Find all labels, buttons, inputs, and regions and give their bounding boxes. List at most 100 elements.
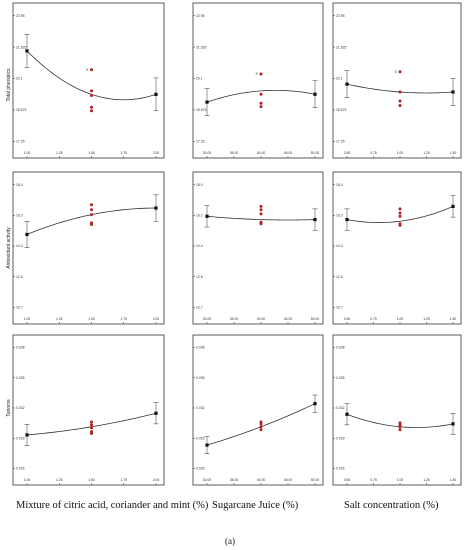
center-point: [259, 105, 263, 109]
plot-frame: [12, 334, 165, 486]
y-tick-label: 22.95: [16, 14, 25, 18]
y-tick-label: 22.95: [336, 14, 345, 18]
design-point: [313, 92, 317, 96]
x-tick-label: 40.00: [257, 151, 266, 155]
y-tick-label: 14.4: [336, 244, 343, 248]
x-tick-label: 30.00: [203, 151, 212, 155]
y-tick-label: 0.035: [196, 376, 205, 380]
y-tick-label: 14.4: [196, 244, 203, 248]
y-tick-label: 0.026: [16, 467, 25, 471]
y-tick-label: 0.035: [16, 376, 25, 380]
x-tick-label: 1.00: [397, 478, 404, 482]
x-tick-label: 0.50: [344, 317, 351, 321]
y-tick-label: 12.6: [336, 275, 343, 279]
x-title-sugarcane: Sugarcane Juice (%): [212, 500, 299, 511]
center-point: [90, 223, 93, 227]
design-point: [345, 412, 349, 416]
x-tick-label: 1.00: [397, 151, 404, 155]
center-point: [398, 104, 402, 107]
design-point: [451, 204, 455, 208]
x-tick-label: 35.00: [230, 478, 239, 482]
center-point: [90, 208, 93, 212]
design-point: [25, 232, 29, 237]
center-point: [90, 420, 93, 424]
y-tick-label: 14.4: [16, 244, 23, 248]
center-point: [90, 213, 93, 217]
center-point: [398, 99, 402, 103]
y-tick-label: 17.25: [16, 139, 25, 143]
y-tick-label: 12.6: [16, 275, 23, 279]
center-point: [398, 90, 402, 94]
plot-frame: [192, 334, 324, 486]
plot-frame: [12, 2, 165, 159]
x-tick-label: 50.00: [311, 151, 320, 155]
center-point: [90, 426, 93, 430]
x-tick-label: 1.00: [24, 478, 31, 482]
y-tick-label: 20.1: [16, 77, 23, 81]
y-tick-label: 16.2: [16, 214, 23, 218]
x-title-mixture: Mixture of citric acid, coriander and mi…: [16, 500, 209, 511]
center-point: [259, 92, 263, 96]
y-tick-label: 17.25: [336, 139, 345, 143]
center-point: [90, 89, 93, 93]
x-tick-label: 1.00: [24, 317, 31, 321]
figure-caption: (a): [225, 536, 235, 546]
x-tick-label: 35.00: [230, 317, 239, 321]
plot-panel-7: 30.00 35.00 40.00 45.00 50.00 0.026 0.029 0.032…: [192, 334, 324, 486]
x-tick-label: 1.25: [423, 151, 430, 155]
y-tick-label: 0.038: [196, 346, 205, 350]
plot-panel-6: 1.00 1.25 1.50 1.75 2.00 0.026 0.029 0.032 0.035…: [12, 334, 165, 486]
x-tick-label: 0.75: [370, 317, 377, 321]
plot-panel-4: 30.00 35.00 40.00 45.00 50.00 10.7 12.6 14.4 16.…: [192, 171, 324, 325]
center-point: [259, 101, 263, 105]
x-tick-label: 30.00: [203, 317, 212, 321]
plot-frame: [332, 171, 462, 325]
center-point: [259, 422, 263, 426]
x-tick-label: 45.00: [284, 478, 293, 482]
y-tick-label: 0.026: [336, 467, 345, 471]
plot-frame: [12, 171, 165, 325]
y-tick-label: 12.6: [196, 275, 203, 279]
design-point: [205, 100, 209, 104]
plot-frame: [332, 334, 462, 486]
x-tick-label: 40.00: [257, 478, 266, 482]
center-point: [90, 423, 93, 427]
y-tick-label: 20.1: [196, 77, 203, 81]
center-point: [259, 204, 263, 208]
center-point: [398, 428, 402, 432]
design-point: [25, 49, 29, 53]
x-tick-label: 1.50: [450, 151, 457, 155]
y-tick-label: 0.032: [16, 406, 25, 410]
center-count-label: 5: [395, 70, 397, 74]
center-count-label: 5: [86, 68, 88, 72]
x-tick-label: 1.50: [88, 478, 95, 482]
y-tick-label: 0.029: [196, 436, 205, 440]
design-point: [154, 411, 158, 415]
y-tick-label: 21.525: [196, 45, 206, 49]
y-tick-label: 10.7: [16, 306, 23, 310]
x-tick-label: 1.75: [120, 317, 127, 321]
x-tick-label: 0.50: [344, 151, 351, 155]
x-tick-label: 35.00: [230, 151, 239, 155]
center-count-label: 5: [256, 72, 258, 76]
y-tick-label: 20.1: [336, 77, 343, 81]
x-tick-label: 1.50: [88, 317, 95, 321]
center-point: [398, 425, 402, 429]
y-tick-label: 0.038: [16, 346, 25, 350]
design-point: [205, 443, 209, 447]
design-point: [345, 218, 349, 222]
design-point: [154, 92, 158, 96]
y-tick-label: 18.0: [196, 183, 203, 187]
design-point: [451, 422, 455, 426]
plot-panel-3: 1.00 1.25 1.50 1.75 2.00 10.7 12.6 14.4 16.2 18.0: [12, 171, 165, 325]
x-tick-label: 2.00: [153, 478, 160, 482]
y-tick-label: 0.029: [16, 436, 25, 440]
plot-panel-8: 0.50 0.75 1.00 1.25 1.50 0.026 0.029 0.032 0.035…: [332, 334, 462, 486]
fitted-curve: [346, 206, 454, 223]
y-tick-label: 18.675: [16, 108, 26, 112]
center-point: [398, 223, 402, 227]
x-tick-label: 0.50: [344, 478, 351, 482]
y-tick-label: 0.038: [336, 346, 345, 350]
plot-panel-5: 0.50 0.75 1.00 1.25 1.50 10.7 12.6 14.4 16.2 18.0: [332, 171, 462, 325]
